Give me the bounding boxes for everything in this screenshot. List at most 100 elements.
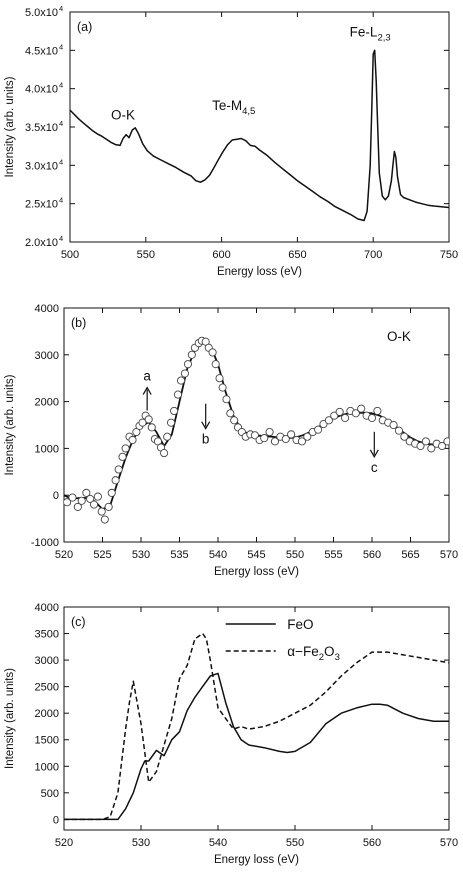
y-tick-label: 3000 [35,350,59,362]
data-point [86,494,95,503]
data-point [351,409,360,418]
data-point [121,444,130,453]
data-point [107,488,116,497]
x-tick-label: 525 [93,549,111,561]
y-tick-label: 3000 [35,655,59,667]
panel-label: (b) [71,316,86,330]
y-tick-label: 5.0x10 [25,7,58,19]
series-line [70,49,449,222]
y-tick-label: 0 [53,490,59,502]
data-point [147,423,156,432]
y-tick-label: 2500 [35,682,59,694]
y-tick-exponent: 4 [59,4,63,13]
x-tick-label: 650 [288,249,306,261]
y-tick-exponent: 4 [59,234,63,243]
x-tick-label: 555 [324,549,342,561]
x-tick-label: 530 [132,549,150,561]
y-tick-exponent: 4 [59,119,63,128]
data-point [144,415,153,424]
annotation-label: c [371,460,378,475]
x-tick-label: 565 [401,549,419,561]
data-point [265,427,274,437]
data-point [394,426,404,435]
x-tick-label: 560 [363,837,381,849]
data-point [114,465,123,474]
data-point [218,383,227,392]
x-axis-label: Energy loss (eV) [217,266,302,278]
x-tick-label: 520 [55,549,73,561]
x-tick-label: 600 [212,249,230,261]
series-line-FeO [64,672,449,821]
y-tick-label: 3500 [35,629,59,641]
data-point [335,407,344,416]
data-point [324,416,333,425]
y-tick-label: 2.5x10 [25,199,58,211]
y-tick-label: 500 [41,788,59,800]
y-tick-label: 2000 [35,708,59,720]
data-point [138,418,147,427]
data-point [68,493,77,502]
x-tick-label: 540 [209,837,227,849]
data-point [314,425,323,434]
data-point [180,369,189,378]
x-tick-label: 545 [247,549,265,561]
data-point [163,432,172,441]
data-point [208,348,217,357]
y-axis-label: Intensity (arb. units) [4,76,16,177]
data-point [357,404,366,413]
series-line-Fe2O3 [64,632,449,821]
data-point [438,442,447,451]
data-point [367,413,377,423]
annotation-label: O-K [111,107,135,122]
x-tick-label: 550 [286,837,304,849]
y-tick-exponent: 4 [59,196,63,205]
data-point [100,515,109,524]
y-tick-label: 4000 [35,303,59,315]
data-point [303,432,312,441]
data-point [421,437,430,446]
data-point [319,420,328,429]
plot-frame [63,606,450,831]
data-point [77,496,86,505]
x-axis-label: Energy loss (eV) [214,566,299,578]
x-tick-label: 700 [364,249,382,261]
y-tick-label: 4.5x10 [25,45,58,57]
data-point [160,449,169,458]
panel-label: (c) [71,615,86,629]
y-tick-label: -1000 [31,537,59,549]
series-data [64,336,449,524]
data-point [297,437,306,446]
data-point [170,406,179,416]
data-point [400,432,409,441]
annotation-arrowhead [142,386,152,395]
y-tick-label: 4000 [35,602,59,614]
data-point [187,350,196,359]
data-point [89,500,99,509]
annotation-label: a [143,369,151,384]
data-point [73,502,82,511]
panel-b: 520 525 530 535 540 545 550 555 560 565 570 -1000 0 1… [4,303,458,578]
data-point [111,476,120,485]
y-tick-label: 1000 [35,443,59,455]
data-point [230,416,239,425]
x-tick-label: 540 [209,549,227,561]
data-point [104,502,113,511]
x-tick-label: 560 [363,549,381,561]
y-axis-label: Intensity (arb. units) [4,374,16,475]
data-point [270,437,280,446]
y-tick-label: 3.5x10 [25,122,58,134]
data-point [82,488,91,497]
plot-frame [69,11,450,243]
data-point [215,374,224,383]
legend-label: α−Fe2O3 [287,644,340,663]
annotation-label: b [202,432,210,447]
y-tick-label: 0 [53,814,59,826]
x-tick-label: 550 [286,549,304,561]
y-tick-label: 1000 [35,761,59,773]
data-point [173,390,183,399]
annotation-arrowhead [201,421,211,430]
data-point [118,452,127,461]
data-point [373,406,382,416]
